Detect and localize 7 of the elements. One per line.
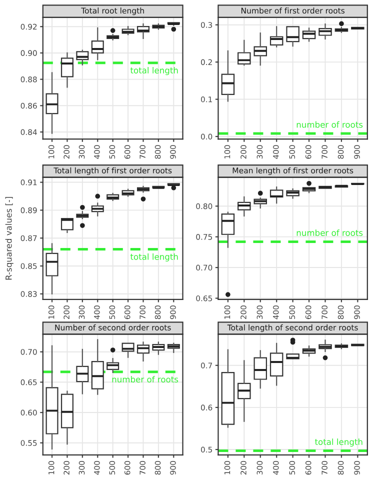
ref-line-label: total length xyxy=(314,438,362,447)
ref-line-label: number of roots xyxy=(112,376,178,382)
ref-line-label: number of roots xyxy=(296,230,363,236)
ref-line-label: total length xyxy=(130,253,178,262)
ref-line-label: total length xyxy=(130,67,178,76)
y-axis-title: R-squared values [-] xyxy=(5,197,14,280)
ref-line-label: number of roots xyxy=(296,121,363,128)
